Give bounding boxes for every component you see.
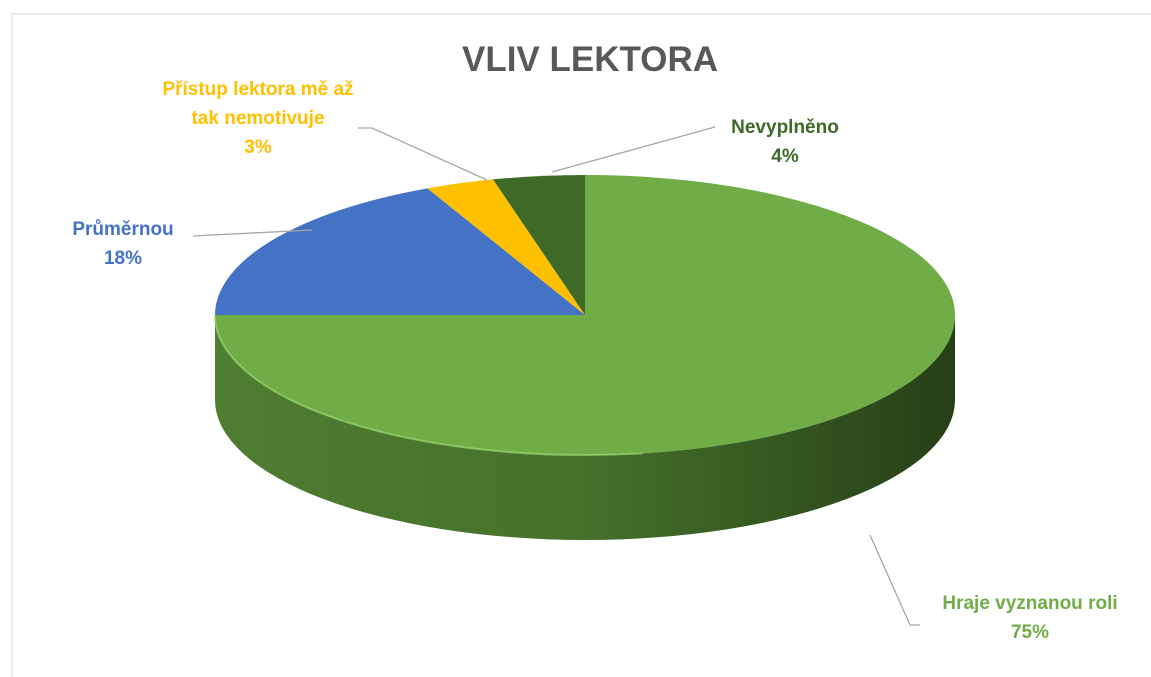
category-label: Hraje vyznanou roli [942,593,1118,614]
slice-highlight [214,314,643,456]
value-label: 4% [771,146,799,167]
chart-title: VLIV LEKTORA [461,40,719,79]
data-label: Nevyplněno 4% [705,113,865,171]
category-label: Průměrnou [72,219,174,240]
value-label: 18% [103,248,143,269]
category-label: Přístup lektora mě až tak nemotivuje [162,79,354,129]
slice [492,175,585,315]
data-label: Přístup lektora mě až tak nemotivuje 3% [148,75,368,162]
data-label: Průměrnou 18% [43,215,203,273]
value-label: 3% [244,137,272,158]
leader-line [551,126,716,173]
leader-line [192,229,313,237]
chart-frame [11,13,1151,677]
leader-line [869,534,920,626]
slice [215,188,585,315]
slice [427,179,585,315]
slice-side [215,315,955,540]
category-label: Nevyplněno [731,117,839,138]
value-label: 75% [1010,622,1050,643]
data-label: Hraje vyznanou roli 75% [910,589,1150,647]
leader-line [358,127,488,181]
